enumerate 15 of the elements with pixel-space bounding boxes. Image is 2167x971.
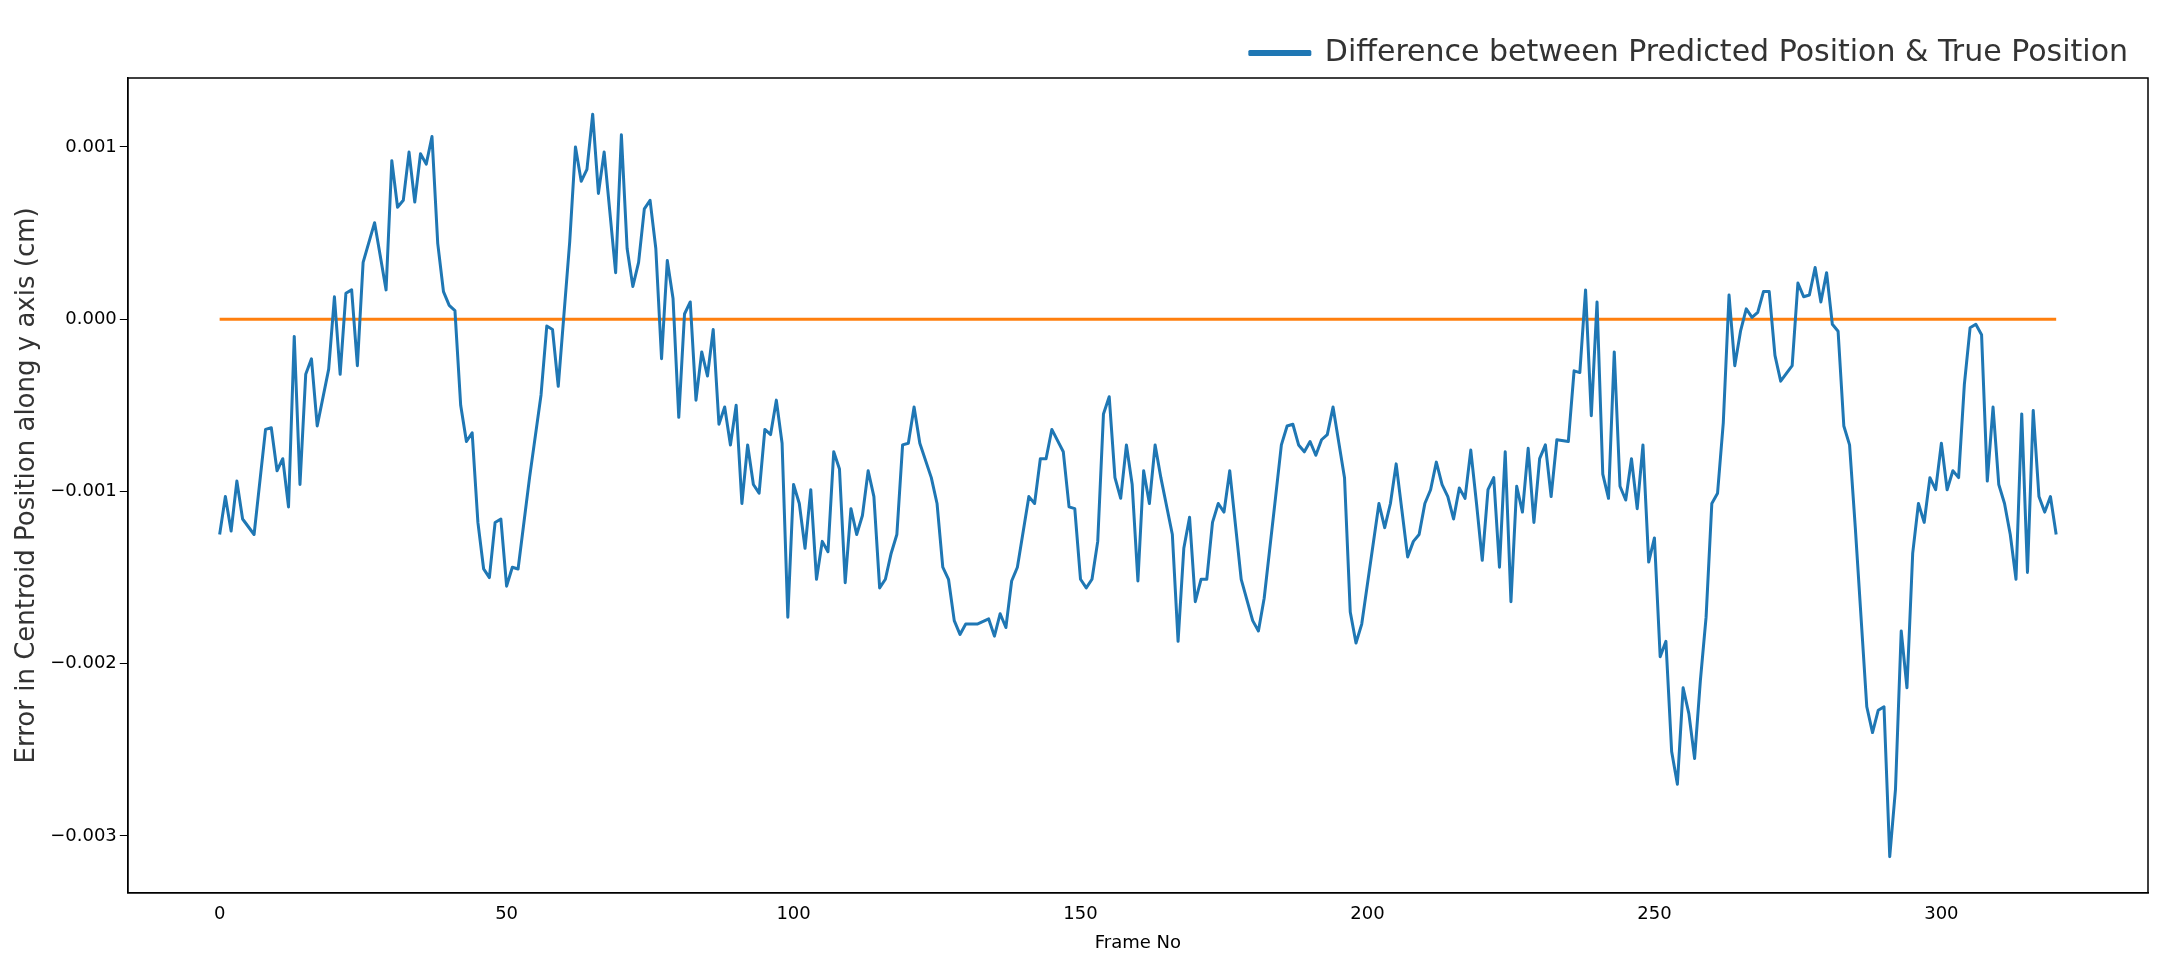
y-axis-title: Error in Centroid Position along y axis (cm) xyxy=(10,207,41,764)
y-tick-label: −0.003 xyxy=(50,823,117,845)
y-tick-label: 0.000 xyxy=(65,306,117,328)
x-axis-title: Frame No xyxy=(1094,930,1182,952)
x-tick-label: 300 xyxy=(1924,902,1959,924)
legend-label: Difference between Predicted Position & True Position xyxy=(1324,32,2129,68)
x-tick-label: 50 xyxy=(495,902,519,924)
x-tick-label: 0 xyxy=(213,902,226,924)
y-tick-label: −0.001 xyxy=(50,479,117,501)
x-tick-label: 100 xyxy=(776,902,811,924)
x-tick-label: 250 xyxy=(1637,902,1672,924)
x-tick-label: 150 xyxy=(1063,902,1098,924)
x-tick-label: 200 xyxy=(1350,902,1385,924)
y-tick-label: −0.002 xyxy=(50,651,117,673)
y-tick-label: 0.001 xyxy=(65,134,117,156)
